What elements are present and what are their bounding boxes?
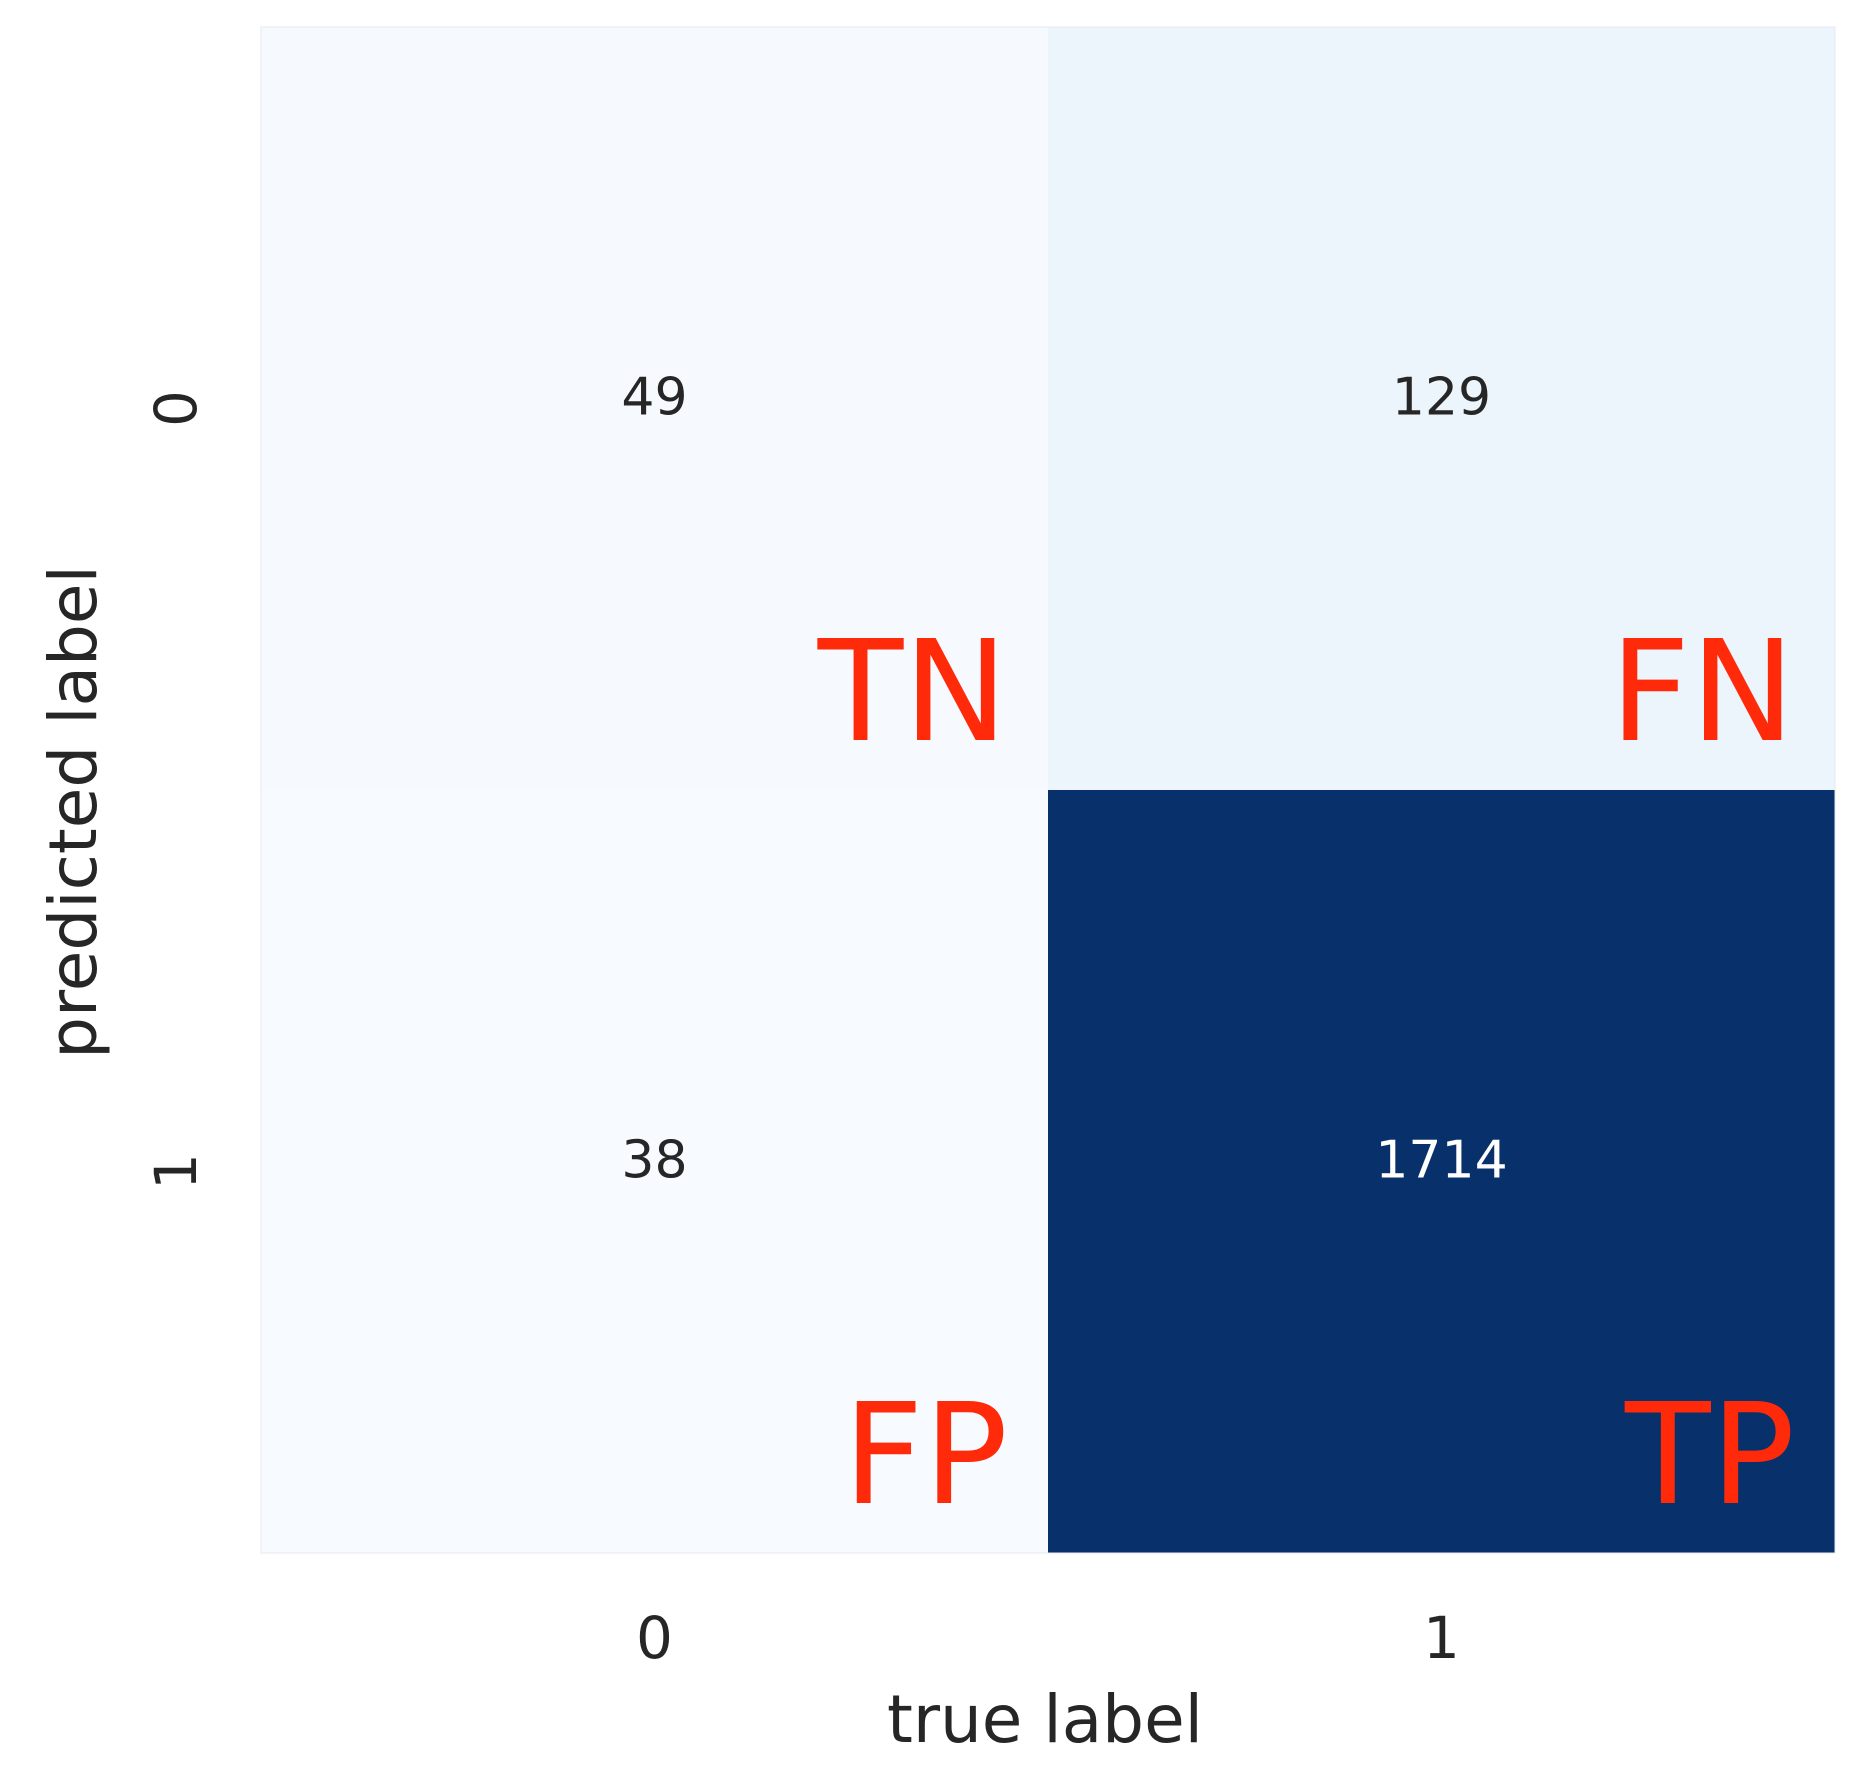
plot-border bbox=[260, 26, 1836, 1554]
heatmap-cells bbox=[260, 26, 1836, 1554]
cell-tag-fp: FP bbox=[843, 1374, 1008, 1537]
y-tick-label-0: 0 bbox=[142, 390, 210, 427]
heatmap-cell-0-1 bbox=[1048, 27, 1835, 790]
heatmap-cell-1-1 bbox=[1048, 790, 1835, 1553]
x-tick-label-1: 1 bbox=[1423, 1604, 1460, 1672]
heatmap-cell-1-0 bbox=[261, 790, 1048, 1553]
cell-count-labels: 49 129 38 1714 bbox=[621, 368, 1507, 1191]
cell-tag-labels: TN FN FP TP bbox=[817, 611, 1795, 1537]
cell-tag-fn: FN bbox=[1610, 611, 1795, 774]
cell-count-1-0: 38 bbox=[621, 1131, 687, 1191]
y-tick-label-1: 1 bbox=[142, 1153, 210, 1190]
heatmap-cell-0-0 bbox=[261, 27, 1048, 790]
y-axis-title: predicted label bbox=[35, 565, 112, 1059]
cell-count-1-1: 1714 bbox=[1375, 1131, 1507, 1191]
cell-tag-tn: TN bbox=[817, 611, 1008, 774]
x-tick-label-0: 0 bbox=[636, 1604, 673, 1672]
cell-count-0-0: 49 bbox=[621, 368, 687, 428]
x-axis-title: true label bbox=[887, 1681, 1203, 1758]
cell-tag-tp: TP bbox=[1624, 1374, 1795, 1537]
cell-count-0-1: 129 bbox=[1392, 368, 1491, 428]
y-tick-labels: 01 bbox=[142, 390, 210, 1190]
